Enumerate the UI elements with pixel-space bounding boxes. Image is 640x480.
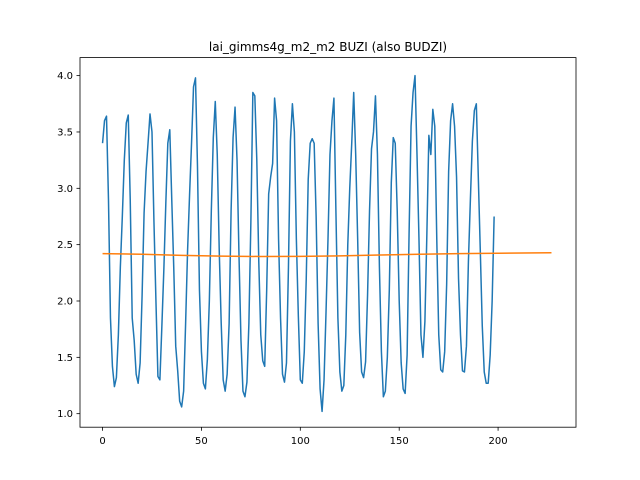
y-tick-label: 3.0 [57,184,73,195]
x-axis: 0 50 100 150 200 [99,427,508,447]
plot-frame [79,57,577,428]
chart-title: lai_gimms4g_m2_m2 BUZI (also BUDZI) [209,40,447,54]
series-layer [101,74,552,413]
y-tick-label: 2.5 [57,240,73,251]
x-tick-label: 100 [291,436,310,447]
series-line-1 [101,74,495,413]
y-tick-label: 1.5 [57,353,73,364]
x-tick-label: 200 [489,436,508,447]
y-tick-label: 3.5 [57,127,73,138]
x-tick-label: 50 [195,436,208,447]
y-tick-label: 1.0 [57,409,73,420]
series-line-2 [102,252,552,258]
y-tick-label: 4.0 [57,71,73,82]
y-tick-label: 2.0 [57,296,73,307]
x-tick-label: 0 [99,436,105,447]
y-axis: 1.0 1.5 2.0 2.5 3.0 3.5 4.0 [57,71,80,420]
x-tick-label: 150 [390,436,409,447]
